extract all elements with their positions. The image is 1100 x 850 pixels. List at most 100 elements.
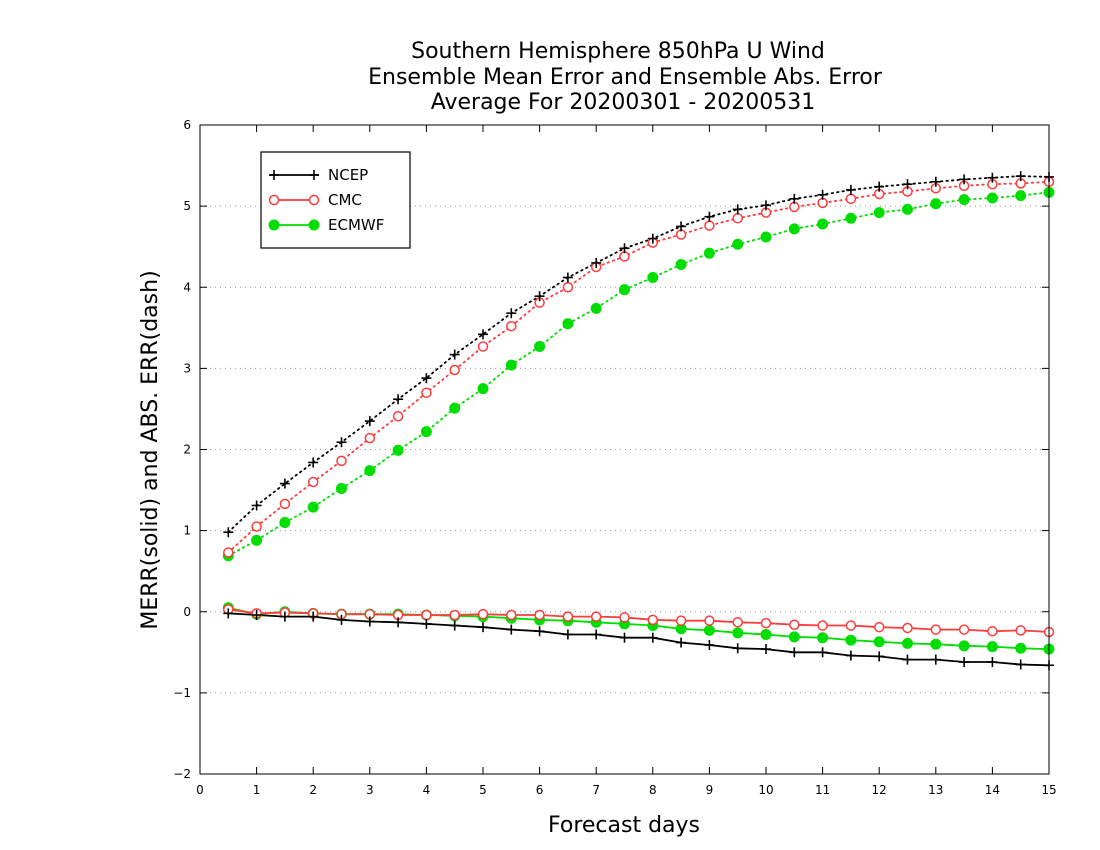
point-abs-err-ecmwf: [732, 238, 744, 250]
point-abs-err-ecmwf: [562, 318, 574, 330]
point-abs-err-ecmwf: [449, 402, 461, 414]
title-line-2: Ensemble Mean Error and Ensemble Abs. Er…: [368, 65, 883, 90]
legend-marker-ncep: [309, 170, 319, 180]
point-abs-err-ncep: [591, 257, 602, 268]
point-mean-err-ncep: [874, 651, 885, 662]
point-abs-err-ncep: [930, 176, 941, 187]
y-tick-label: 6: [183, 118, 191, 132]
point-abs-err-ncep: [845, 184, 856, 195]
point-mean-err-cmc: [506, 609, 517, 621]
legend-marker-ecmwf: [308, 219, 320, 231]
point-abs-err-ncep: [336, 437, 347, 448]
point-abs-err-ncep: [421, 373, 432, 384]
point-abs-err-ecmwf: [703, 247, 715, 259]
y-tick-label: −1: [173, 686, 191, 700]
y-tick-label: 4: [183, 280, 191, 294]
point-mean-err-cmc: [562, 611, 574, 622]
point-abs-err-cmc: [336, 455, 347, 467]
point-mean-err-cmc: [987, 625, 998, 637]
point-abs-err-cmc: [506, 320, 517, 332]
point-abs-err-ncep: [676, 221, 687, 232]
point-abs-err-ecmwf: [251, 534, 263, 546]
point-abs-err-ncep: [308, 457, 319, 468]
point-abs-err-ncep: [562, 272, 573, 283]
x-tick-label: 10: [758, 783, 773, 797]
point-mean-err-cmc: [845, 620, 857, 631]
point-mean-err-ncep: [534, 626, 545, 637]
point-mean-err-ncep: [506, 624, 517, 635]
point-mean-err-ncep: [308, 611, 319, 622]
x-tick-label: 0: [196, 783, 204, 797]
point-abs-err-ecmwf: [420, 426, 432, 438]
x-tick-label: 3: [366, 783, 374, 797]
point-mean-err-cmc: [449, 609, 460, 621]
point-mean-err-cmc: [647, 614, 659, 626]
point-mean-err-ecmwf: [845, 634, 857, 646]
x-tick-label: 6: [536, 783, 544, 797]
point-abs-err-ecmwf: [986, 192, 998, 204]
title-line-1: Southern Hemisphere 850hPa U Wind: [411, 39, 825, 64]
point-mean-err-cmc: [534, 609, 545, 621]
point-abs-err-cmc: [392, 410, 404, 422]
y-tick-label: 5: [183, 199, 191, 213]
y-axis-title: MERR(solid) and ABS. ERR(dash): [138, 270, 163, 629]
legend-label-cmc: CMC: [328, 191, 362, 209]
point-mean-err-ecmwf: [958, 640, 970, 652]
point-mean-err-ncep: [251, 609, 262, 620]
point-abs-err-ncep: [647, 233, 658, 244]
point-mean-err-ncep: [959, 657, 970, 668]
point-abs-err-ecmwf: [392, 444, 404, 456]
point-mean-err-ecmwf: [760, 628, 772, 640]
point-mean-err-ncep: [930, 654, 941, 665]
point-mean-err-ncep: [987, 657, 998, 668]
y-tick-label: 0: [183, 605, 191, 619]
series-markers: [222, 171, 1055, 671]
point-abs-err-ncep: [761, 200, 771, 211]
legend-label-ncep: NCEP: [328, 166, 368, 184]
point-mean-err-ncep: [449, 620, 460, 631]
point-abs-err-cmc: [364, 432, 376, 444]
point-mean-err-ncep: [704, 640, 715, 651]
point-abs-err-ecmwf: [647, 272, 659, 284]
point-abs-err-ncep: [393, 394, 404, 405]
point-mean-err-ecmwf: [986, 641, 998, 653]
point-mean-err-ncep: [647, 632, 658, 643]
point-abs-err-ecmwf: [364, 465, 376, 477]
y-axis-ticks: −2 −1 0 1 2 3 4 5 6: [173, 118, 1049, 781]
point-mean-err-cmc: [760, 617, 772, 629]
point-abs-err-ecmwf: [336, 482, 347, 494]
point-abs-err-cmc: [279, 498, 291, 510]
point-mean-err-ecmwf: [1015, 642, 1027, 654]
point-mean-err-ncep: [676, 637, 687, 648]
point-abs-err-ecmwf: [760, 231, 772, 243]
point-abs-err-cmc: [421, 387, 432, 398]
point-mean-err-cmc: [619, 612, 630, 623]
point-abs-err-ecmwf: [675, 259, 687, 271]
y-tick-label: 3: [183, 361, 191, 375]
point-abs-err-ncep: [279, 478, 290, 489]
point-abs-err-ncep: [902, 179, 913, 190]
point-abs-err-ncep: [959, 174, 970, 185]
point-mean-err-cmc: [675, 615, 687, 626]
point-mean-err-cmc: [789, 619, 800, 630]
point-mean-err-ncep: [732, 643, 743, 654]
point-mean-err-cmc: [930, 624, 942, 635]
y-tick-label: 1: [183, 524, 191, 538]
point-abs-err-cmc: [477, 341, 489, 352]
point-abs-err-ecmwf: [845, 212, 857, 224]
point-abs-err-ncep: [817, 189, 828, 200]
point-mean-err-cmc: [590, 611, 602, 622]
point-abs-err-ncep: [478, 329, 488, 340]
legend: NCEP CMC ECMWF: [260, 151, 411, 249]
point-mean-err-cmc: [1015, 625, 1026, 636]
point-abs-err-ecmwf: [505, 359, 517, 371]
point-abs-err-ncep: [251, 500, 262, 511]
point-abs-err-cmc: [704, 220, 715, 231]
point-mean-err-ncep: [817, 647, 828, 658]
point-mean-err-cmc: [817, 620, 828, 631]
point-abs-err-cmc: [732, 213, 743, 224]
x-tick-label: 7: [592, 783, 600, 797]
point-abs-err-ecmwf: [958, 194, 970, 206]
point-abs-err-ecmwf: [590, 302, 602, 314]
